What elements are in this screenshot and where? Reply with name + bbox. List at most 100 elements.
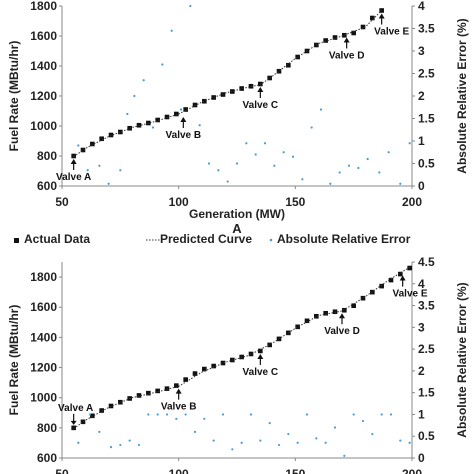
actual-data-point	[286, 330, 291, 336]
error-data-point	[184, 413, 187, 416]
annotation-label: Valve A	[56, 172, 91, 183]
error-data-point	[151, 126, 155, 129]
y2-tick-label: 3.5	[418, 299, 435, 313]
actual-data-point	[99, 408, 104, 413]
actual-data-point	[192, 102, 198, 108]
error-data-point	[189, 4, 192, 8]
error-data-point	[156, 413, 159, 416]
actual-data-point	[239, 86, 244, 91]
actual-data-point	[360, 24, 366, 30]
error-data-point	[259, 439, 262, 442]
actual-data-point	[248, 351, 254, 357]
error-data-point	[193, 430, 197, 433]
actual-data-point	[220, 92, 226, 97]
legend-label-predicted: Predicted Curve	[160, 232, 252, 246]
error-data-point	[361, 419, 365, 423]
error-data-point	[273, 164, 276, 167]
x-tick-label: 150	[285, 467, 305, 474]
error-data-point	[98, 164, 101, 167]
chart-panel-2	[14, 238, 415, 461]
actual-data-point	[118, 129, 123, 135]
actual-data-point	[108, 132, 114, 138]
error-data-point	[126, 112, 129, 116]
x-tick-label: 50	[55, 467, 69, 474]
y-tick-label: 1800	[30, 0, 57, 13]
actual-data-point	[379, 8, 384, 13]
actual-data-point	[360, 295, 366, 301]
annotation-label: Valve C	[243, 367, 279, 378]
error-data-point	[86, 169, 89, 172]
error-data-point	[305, 413, 309, 416]
annotation-arrowhead	[175, 388, 182, 394]
error-data-point	[277, 443, 281, 447]
chart-panel-1	[59, 4, 415, 189]
error-data-point	[315, 437, 318, 440]
subfigure-label: A	[232, 221, 242, 236]
error-data-point	[161, 63, 164, 66]
actual-data-point	[108, 403, 114, 409]
annotation-label: Valve D	[324, 326, 360, 337]
x-tick-label: 100	[169, 467, 189, 474]
y2-tick-label: 2	[418, 364, 425, 378]
error-data-point	[380, 413, 383, 416]
y2-tick-label: 0.5	[418, 157, 435, 171]
actual-data-point	[323, 310, 328, 316]
legend-marker-actual	[14, 238, 19, 243]
error-data-point	[399, 182, 402, 185]
actual-data-point	[323, 38, 328, 43]
error-data-point	[98, 430, 101, 433]
error-data-point	[389, 413, 393, 416]
y2-axis-label: Absolute Relative Error (%)	[455, 282, 469, 437]
error-data-point	[245, 142, 248, 145]
actual-data-point	[174, 383, 179, 388]
error-data-point	[343, 454, 346, 457]
actual-data-point	[90, 413, 95, 419]
actual-data-point	[267, 342, 272, 348]
error-data-point	[170, 29, 173, 32]
y2-tick-label: 0	[418, 451, 425, 465]
actual-data-point	[80, 419, 86, 425]
error-data-point	[235, 162, 239, 165]
actual-data-point	[388, 277, 394, 283]
actual-data-point	[136, 393, 142, 398]
actual-data-point	[183, 377, 188, 382]
y-tick-label: 1800	[30, 270, 57, 284]
y-tick-label: 1400	[30, 59, 57, 73]
actual-data-point	[90, 141, 95, 147]
actual-data-point	[99, 136, 104, 142]
actual-data-point	[155, 388, 160, 394]
predicted-curve-line	[73, 10, 383, 158]
error-data-point	[107, 182, 110, 185]
actual-data-point	[155, 117, 160, 123]
error-data-point	[324, 441, 327, 444]
actual-data-point	[398, 271, 403, 277]
error-data-point	[226, 180, 229, 183]
actual-data-point	[211, 363, 216, 369]
error-data-point	[263, 142, 267, 145]
error-data-point	[221, 413, 225, 416]
actual-data-point	[164, 386, 170, 391]
x-tick-label: 50	[55, 195, 69, 209]
actual-data-point	[248, 83, 254, 89]
y2-tick-label: 4.5	[418, 255, 435, 269]
error-data-point	[212, 439, 215, 442]
actual-data-point	[202, 366, 207, 372]
y2-tick-label: 0.5	[418, 429, 435, 443]
actual-data-point	[342, 307, 347, 313]
y-tick-label: 1000	[30, 119, 57, 133]
actual-data-point	[71, 153, 76, 159]
error-data-point	[291, 155, 295, 158]
y2-tick-label: 1	[418, 134, 425, 148]
actual-data-point	[407, 265, 412, 271]
error-data-point	[77, 144, 80, 147]
error-data-point	[179, 108, 183, 111]
error-data-point	[387, 151, 390, 154]
y2-tick-label: 3	[418, 320, 425, 334]
error-data-point	[142, 79, 145, 82]
error-data-point	[268, 422, 271, 425]
annotation-label: Valve A	[58, 403, 93, 414]
error-data-point	[282, 151, 285, 154]
actual-data-point	[304, 318, 310, 324]
error-data-point	[88, 413, 92, 416]
error-data-point	[287, 432, 290, 436]
